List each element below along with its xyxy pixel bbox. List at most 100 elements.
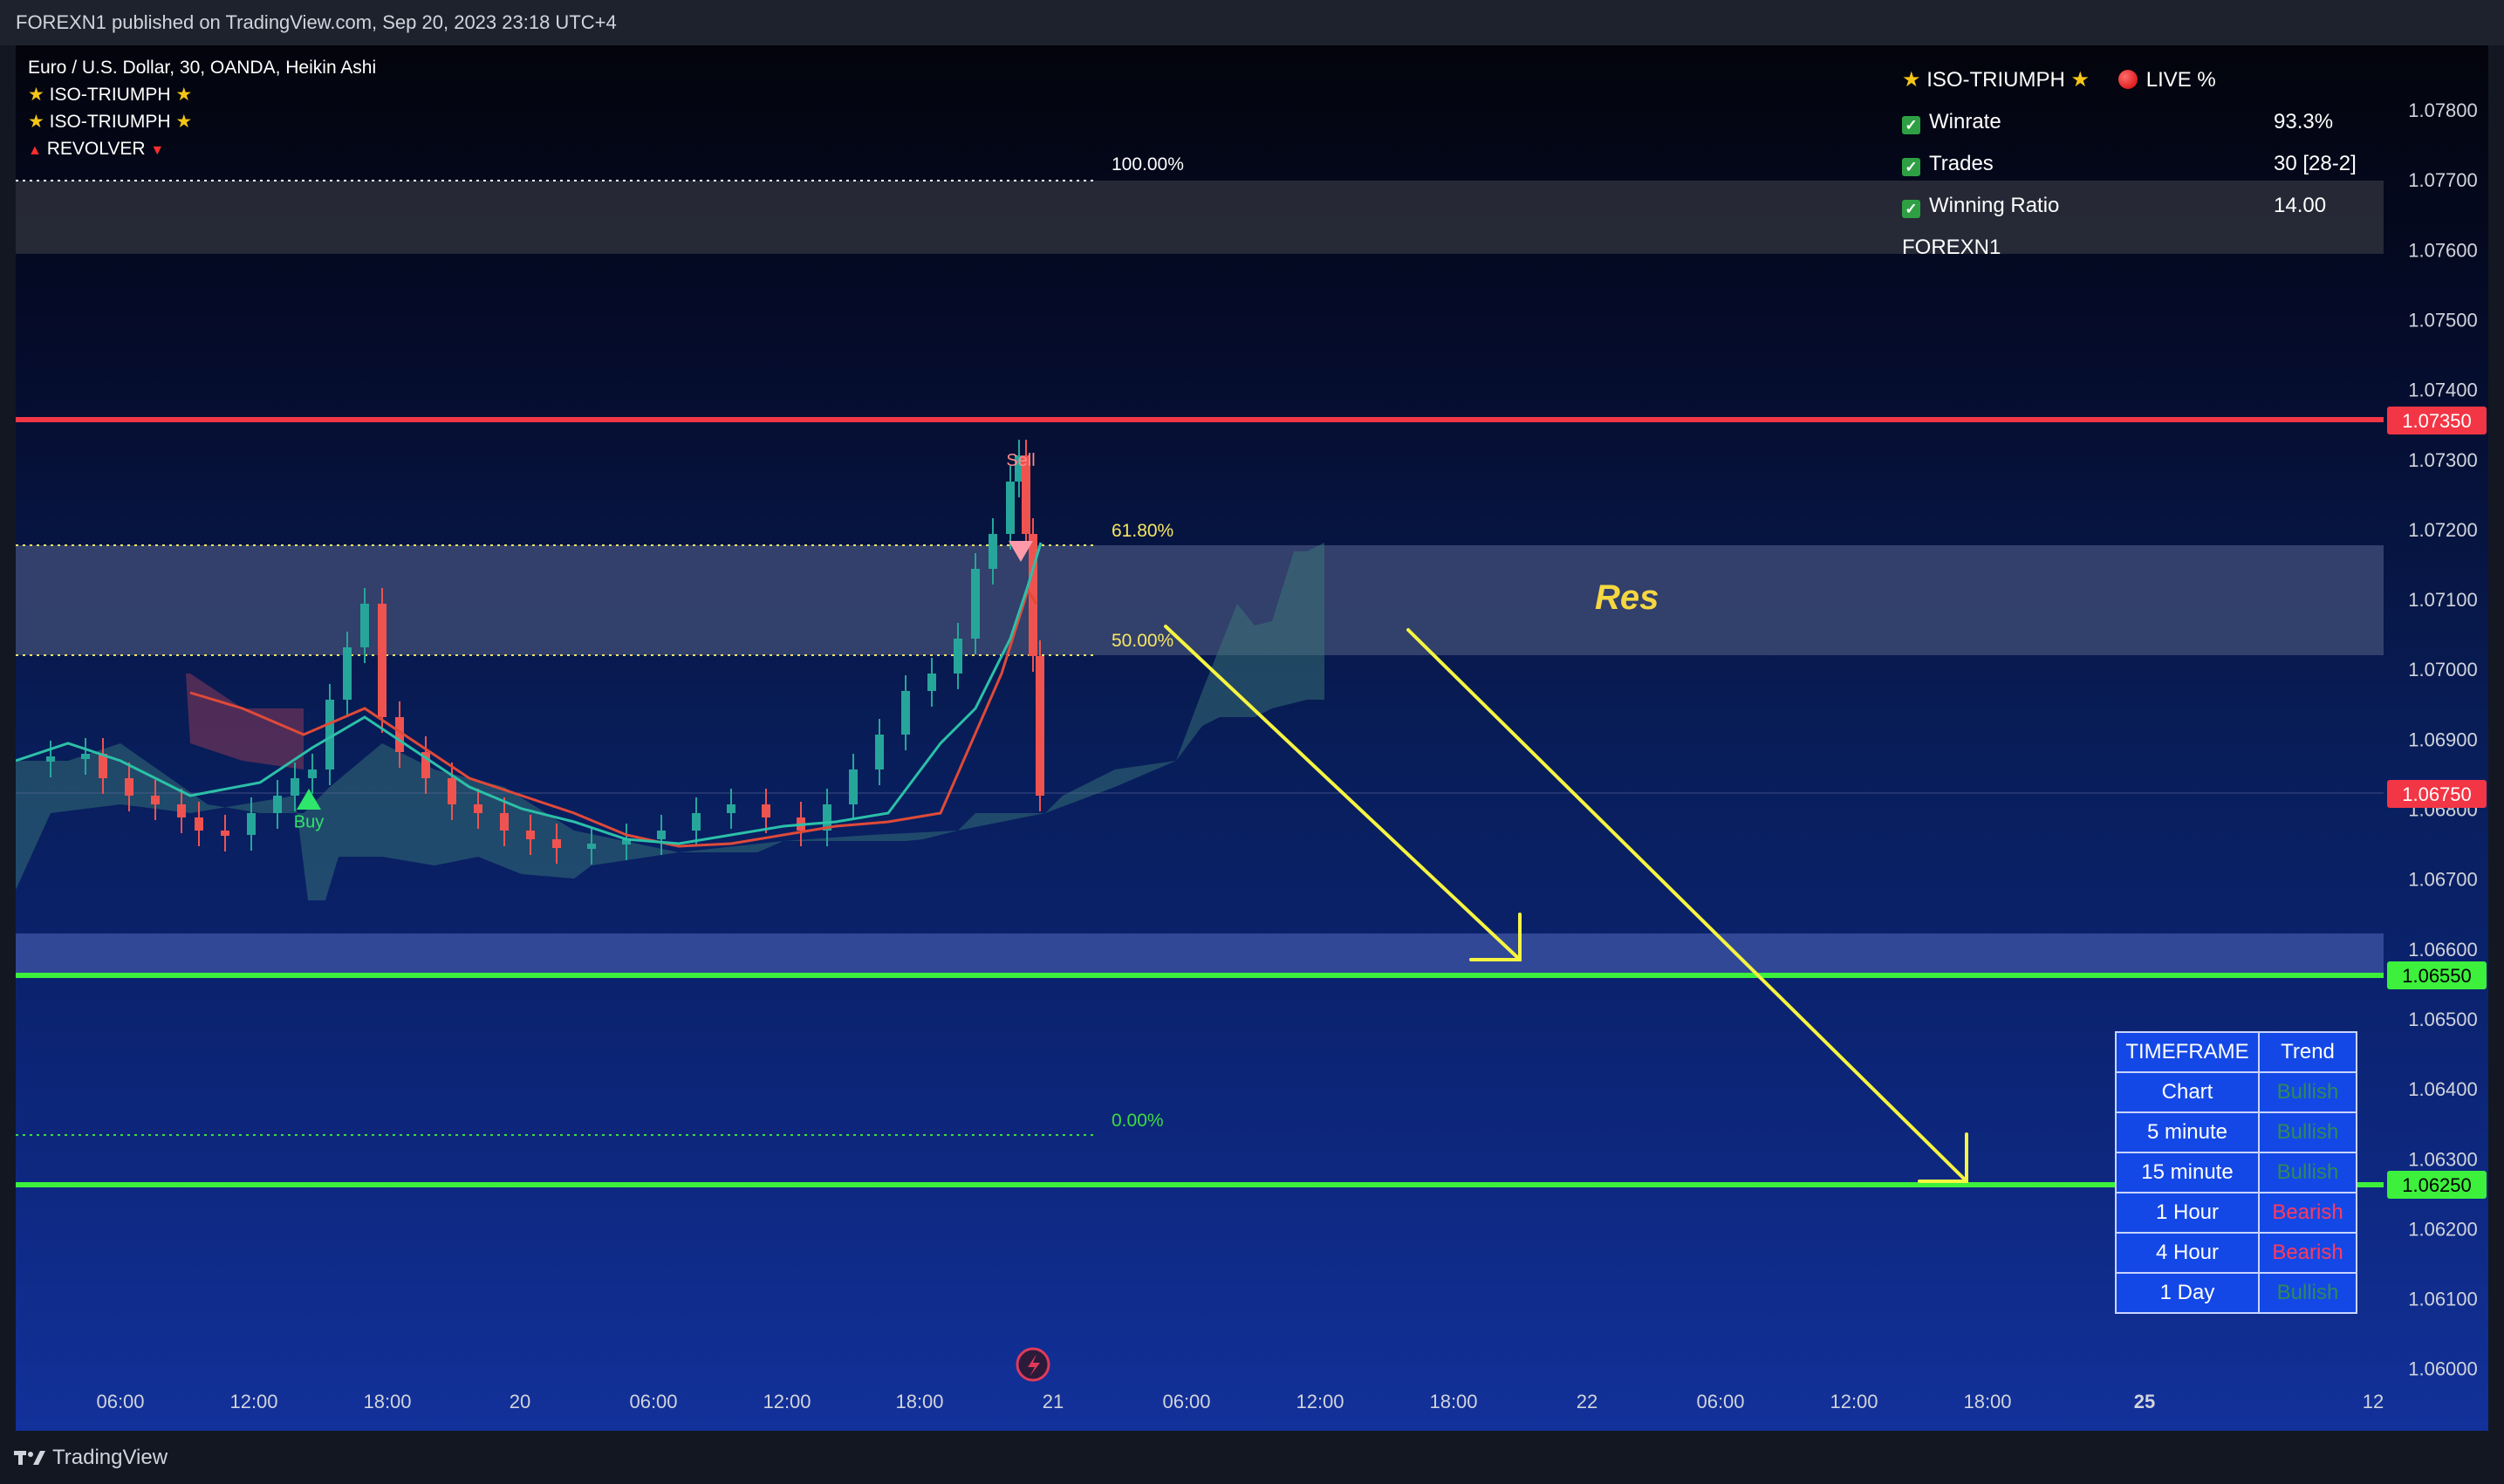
- price-tick-label: 1.07600: [2408, 239, 2478, 261]
- candle-body: [927, 674, 936, 691]
- arrow-1-icon[interactable]: [1164, 625, 1522, 961]
- timeframe-cell: 15 minute: [2115, 1152, 2260, 1193]
- table-row: Chart Bullish: [2115, 1071, 2357, 1113]
- candle-body: [177, 804, 186, 817]
- candle-body: [81, 754, 90, 759]
- trend-cell: Bullish: [2258, 1272, 2357, 1314]
- chart-legend: Euro / U.S. Dollar, 30, OANDA, Heikin As…: [28, 54, 376, 162]
- candle-body: [247, 813, 256, 835]
- checkmark-icon: ✓: [1902, 158, 1920, 176]
- time-tick-label: 06:00: [1162, 1391, 1210, 1412]
- candle-body: [1036, 656, 1044, 796]
- table-row: 1 Day Bullish: [2115, 1272, 2357, 1314]
- chart-area[interactable]: Buy Sell 100.00% 61.80% 50.00% 0.00% Res…: [16, 45, 2488, 1431]
- legend-indicator-1[interactable]: ★ ISO-TRIUMPH ★: [28, 85, 193, 105]
- candle-body: [360, 604, 369, 647]
- chart-canvas[interactable]: Buy Sell 100.00% 61.80% 50.00% 0.00% Res…: [16, 45, 2488, 1431]
- stats-row-winning-ratio: ✓ Winning Ratio 14.00: [1902, 185, 2326, 227]
- candle-body: [875, 735, 884, 769]
- price-tick-label: 1.06600: [2408, 939, 2478, 961]
- time-tick-label: 12:00: [1830, 1391, 1878, 1412]
- candle-body: [195, 817, 203, 831]
- time-tick-label: 12: [2363, 1391, 2384, 1412]
- time-tick-label: 18:00: [895, 1391, 943, 1412]
- legend-symbol[interactable]: Euro / U.S. Dollar, 30, OANDA, Heikin As…: [28, 58, 377, 78]
- trend-cell: Bullish: [2258, 1071, 2357, 1113]
- legend-indicator-2[interactable]: ★ ISO-TRIUMPH ★: [28, 112, 193, 132]
- published-text: FOREXN1 published on TradingView.com, Se…: [16, 11, 617, 33]
- lightning-icon[interactable]: [1016, 1347, 1050, 1382]
- candle-body: [657, 831, 666, 839]
- trend-cell: Bearish: [2258, 1192, 2357, 1234]
- candle-body: [849, 769, 858, 804]
- candle-body: [526, 831, 535, 839]
- trend-cell: Bearish: [2258, 1232, 2357, 1274]
- star-icon: ★: [175, 112, 193, 132]
- timeframe-cell: 1 Hour: [2115, 1192, 2260, 1234]
- time-tick-label: 06:00: [1696, 1391, 1744, 1412]
- price-tick-label: 1.06100: [2408, 1289, 2478, 1310]
- time-tick-label: 18:00: [363, 1391, 411, 1412]
- time-tick-label: 06:00: [629, 1391, 677, 1412]
- candle-body: [99, 754, 107, 778]
- svg-text:1.06550: 1.06550: [2402, 965, 2472, 987]
- candle-body: [291, 778, 299, 796]
- time-tick-label: 12:00: [229, 1391, 277, 1412]
- fib-0-label: 0.00%: [1112, 1111, 1164, 1131]
- footer-bar: TradingView: [0, 1431, 2504, 1484]
- candle-body: [552, 839, 561, 848]
- time-tick-label: 20: [510, 1391, 530, 1412]
- candle-body: [421, 752, 430, 778]
- candle-body: [448, 778, 456, 804]
- candle-body: [343, 647, 352, 700]
- price-tick-label: 1.06400: [2408, 1078, 2478, 1100]
- time-tick-label: 12:00: [1296, 1391, 1344, 1412]
- star-icon: ★: [2070, 68, 2090, 92]
- star-icon: ★: [28, 85, 44, 105]
- top-zone-band: [16, 181, 2384, 254]
- table-row: 5 minute Bullish: [2115, 1111, 2357, 1153]
- time-tick-label: 06:00: [96, 1391, 144, 1412]
- arrow-2-icon[interactable]: [1406, 628, 1968, 1183]
- timeframe-cell: Chart: [2115, 1071, 2260, 1113]
- time-tick-label: 21: [1043, 1391, 1064, 1412]
- candle-body: [125, 778, 133, 796]
- buy-marker-icon[interactable]: [297, 789, 321, 810]
- upper-channel-cloud-bear: [186, 674, 304, 769]
- candle-body: [1022, 455, 1030, 534]
- tradingview-logo[interactable]: TradingView: [14, 1445, 168, 1471]
- time-tick-label: 18:00: [1429, 1391, 1477, 1412]
- price-tick-label: 1.07000: [2408, 659, 2478, 680]
- res-annotation[interactable]: Res: [1595, 578, 1659, 617]
- stats-row-trades: ✓ Trades 30 [28-2]: [1902, 143, 2357, 185]
- price-tick-label: 1.06700: [2408, 869, 2478, 891]
- resistance-zone-band: [16, 545, 2384, 655]
- fib-100-label: 100.00%: [1112, 154, 1184, 174]
- price-tick-label: 1.07500: [2408, 309, 2478, 331]
- price-axis[interactable]: 1.07800 1.07700 1.07600 1.07500 1.07400 1.073…: [2408, 99, 2478, 1380]
- candle-body: [823, 804, 831, 831]
- checkmark-icon: ✓: [1902, 200, 1920, 218]
- fib-61-label: 61.80%: [1112, 521, 1173, 541]
- candle-body: [325, 700, 334, 769]
- candle-body: [727, 804, 735, 813]
- live-dot-icon: [2117, 70, 2138, 89]
- time-axis[interactable]: 06:00 12:00 18:00 20 06:00 12:00 18:00 21 06:00 1…: [96, 1391, 2384, 1412]
- candle-body: [221, 831, 229, 836]
- price-tick-label: 1.07300: [2408, 449, 2478, 471]
- time-tick-label: 22: [1577, 1391, 1597, 1412]
- sell-marker-icon[interactable]: [1009, 541, 1033, 562]
- star-icon: ★: [175, 85, 193, 105]
- legend-indicator-3[interactable]: ▲ REVOLVER ▼: [28, 139, 165, 159]
- candle-body: [971, 569, 980, 639]
- timeframe-cell: 4 Hour: [2115, 1232, 2260, 1274]
- star-icon: ★: [1902, 68, 1921, 92]
- svg-text:1.06750: 1.06750: [2402, 783, 2472, 805]
- table-row: 4 Hour Bearish: [2115, 1232, 2357, 1274]
- badge-resistance-price: 1.07350: [2387, 407, 2487, 434]
- triangle-up-icon: ▲: [28, 143, 42, 158]
- candle-body: [395, 717, 404, 752]
- candle-body: [500, 813, 509, 831]
- lower-channel-cloud: [16, 543, 1324, 900]
- badge-current-price: 1.06750: [2387, 780, 2487, 808]
